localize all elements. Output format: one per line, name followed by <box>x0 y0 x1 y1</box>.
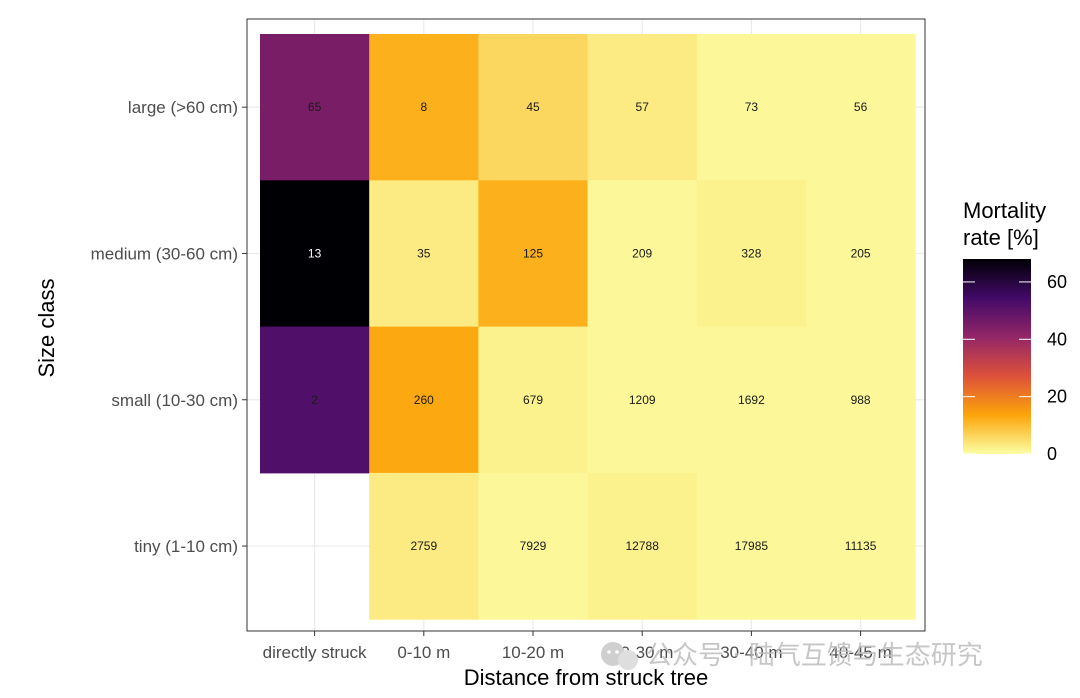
heatmap-cell <box>369 180 479 328</box>
heatmap-cell <box>696 326 807 474</box>
heatmap-cell <box>587 34 698 181</box>
watermark: 公众号 · 陆气互馈与生态研究 <box>601 641 983 671</box>
panel-border <box>246 18 926 632</box>
cell-value-label: 209 <box>632 246 652 260</box>
cell-value-label: 328 <box>741 246 761 260</box>
legend-tick-label: 0 <box>1047 444 1057 464</box>
cell-value-label: 7929 <box>520 539 547 553</box>
cell-value-label: 125 <box>523 246 543 260</box>
y-tick-label: tiny (1-10 cm) <box>134 537 238 556</box>
legend-tick-label: 60 <box>1047 272 1067 292</box>
x-tick-label: 40-45 m <box>829 643 891 662</box>
cell-value-label: 8 <box>420 100 427 114</box>
cell-value-label: 12788 <box>626 539 660 553</box>
wechat-icon <box>601 642 638 670</box>
heatmap-cell <box>369 326 479 474</box>
y-axis-title: Size class <box>34 278 59 377</box>
legend-colorbar <box>963 259 1031 454</box>
x-axis-title: Distance from struck tree <box>464 665 709 690</box>
x-tick-label: 0-10 m <box>397 643 450 662</box>
heatmap-cell <box>587 472 698 620</box>
heatmap-cell <box>260 326 370 474</box>
heatmap-cell <box>806 472 916 620</box>
legend-tick-label: 40 <box>1047 329 1067 349</box>
y-tick-label: small (10-30 cm) <box>111 391 238 410</box>
heatmap-cell <box>587 180 698 328</box>
cell-value-label: 73 <box>745 100 759 114</box>
heatmap-cell <box>478 180 589 328</box>
cell-value-label: 65 <box>308 100 322 114</box>
cell-value-label: 260 <box>414 393 434 407</box>
cell-value-label: 57 <box>636 100 650 114</box>
cell-value-label: 35 <box>417 246 431 260</box>
heatmap-cell <box>260 34 370 181</box>
legend: Mortality rate [%] 0 20 40 60 <box>963 198 1067 464</box>
cell-value-label: 205 <box>851 246 871 260</box>
heatmap-cell <box>478 472 589 620</box>
cell-value-label: 11135 <box>845 539 877 553</box>
cell-value-label: 56 <box>854 100 868 114</box>
heatmap-cell <box>696 34 807 181</box>
cell-value-label: 988 <box>851 393 871 407</box>
legend-title-line1: Mortality <box>963 198 1046 223</box>
heatmap-cell <box>369 472 479 620</box>
heatmap-cell <box>260 180 370 328</box>
legend-tick-label: 20 <box>1047 387 1067 407</box>
x-tick-label: 10-20 m <box>502 643 564 662</box>
cell-value-label: 1692 <box>738 393 765 407</box>
heatmap-cells: 65 8 45 57 73 56 13 35 125 209 328 205 2 260 679 1209 16… <box>260 34 916 620</box>
heatmap-cell <box>369 34 479 181</box>
x-axis-ticks: directly struck 0-10 m 10-20 m 20-30 m 30-40… <box>263 631 892 662</box>
legend-title-line2: rate [%] <box>963 225 1039 250</box>
cell-value-label: 2 <box>311 393 318 407</box>
x-tick-label: directly struck <box>263 643 367 662</box>
heatmap-cell <box>478 326 589 474</box>
heatmap-cell <box>587 326 698 474</box>
y-tick-label: large (>60 cm) <box>128 98 238 117</box>
heatmap-cell <box>806 180 916 328</box>
cell-value-label: 45 <box>526 100 540 114</box>
cell-value-label: 13 <box>308 246 322 260</box>
heatmap-cell <box>806 34 916 181</box>
cell-value-label: 17985 <box>735 539 769 553</box>
watermark-text: 公众号 · 陆气互馈与生态研究 <box>646 641 983 671</box>
heatmap-cell <box>696 472 807 620</box>
heatmap-cell <box>696 180 807 328</box>
cell-value-label: 2759 <box>410 539 437 553</box>
y-tick-label: medium (30-60 cm) <box>91 244 238 263</box>
cell-value-label: 1209 <box>629 393 656 407</box>
cell-value-label: 679 <box>523 393 543 407</box>
legend-ticks: 0 20 40 60 <box>963 272 1067 464</box>
heatmap-cell <box>806 326 916 474</box>
y-axis-ticks: large (>60 cm) medium (30-60 cm) small (10… <box>91 98 247 556</box>
heatmap-cell <box>478 34 589 181</box>
x-tick-label: 30-40 m <box>720 643 782 662</box>
